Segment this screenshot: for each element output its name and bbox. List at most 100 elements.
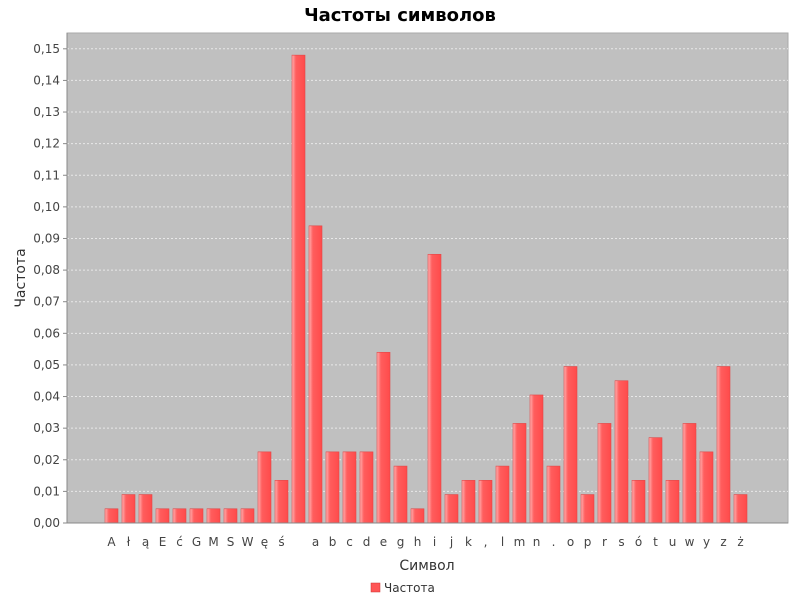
x-tick-label: c: [346, 535, 353, 549]
x-tick-label: a: [312, 535, 319, 549]
y-tick-label: 0,03: [33, 421, 60, 435]
x-tick-label: k: [465, 535, 472, 549]
bar: [716, 366, 731, 524]
x-tick-label: s: [618, 535, 624, 549]
x-tick-label: E: [159, 535, 167, 549]
x-tick-label: r: [602, 535, 607, 549]
bar: [733, 494, 748, 524]
y-tick-label: 0,05: [33, 358, 60, 372]
x-tick-label: .: [552, 535, 556, 549]
bar: [189, 508, 204, 524]
x-tick-label: g: [397, 535, 405, 549]
bar: [410, 508, 425, 524]
bar: [206, 508, 221, 524]
x-tick-label: ś: [278, 535, 284, 549]
bar: [393, 465, 408, 524]
x-tick-label: ę: [261, 535, 268, 549]
x-tick-label: h: [414, 535, 422, 549]
x-tick-label: ł: [127, 535, 131, 549]
x-tick-label: M: [208, 535, 218, 549]
x-tick-label: u: [669, 535, 677, 549]
x-tick-label: n: [533, 535, 541, 549]
bar: [682, 423, 697, 524]
y-tick-label: 0,07: [33, 295, 60, 309]
bar: [563, 366, 578, 524]
x-tick-label: ć: [176, 535, 183, 549]
bar: [495, 465, 510, 524]
x-tick-label: w: [685, 535, 695, 549]
bar: [121, 494, 136, 524]
bar: [699, 451, 714, 524]
x-tick-label: A: [107, 535, 116, 549]
bar: [359, 451, 374, 524]
y-axis: 0,00 0,01 0,02 0,03 0,04 0,05 0,06 0,07 0,08 0,09…: [33, 33, 68, 530]
bar: [172, 508, 187, 524]
y-tick-label: 0,09: [33, 231, 60, 245]
x-tick-label: d: [363, 535, 371, 549]
x-tick-label: ,: [484, 535, 488, 549]
y-tick-label: 0,02: [33, 453, 60, 467]
x-tick-label: m: [514, 535, 526, 549]
grid-lines: [67, 48, 788, 524]
y-tick-label: 0,13: [33, 105, 60, 119]
x-tick-label: W: [242, 535, 254, 549]
y-tick-label: 0,15: [33, 42, 60, 56]
bar: [138, 494, 153, 524]
y-tick-label: 0,14: [33, 73, 60, 87]
x-tick-label: j: [449, 535, 453, 549]
y-tick-label: 0,08: [33, 263, 60, 277]
x-tick-label: y: [703, 535, 710, 549]
x-tick-label: b: [329, 535, 337, 549]
legend-swatch: [370, 582, 381, 593]
legend-label: Частота: [384, 581, 435, 595]
x-tick-label: ż: [737, 535, 743, 549]
bar: [376, 351, 391, 524]
x-tick-label: S: [227, 535, 235, 549]
x-axis-label: Символ: [399, 558, 454, 574]
bar: [546, 465, 561, 524]
bar: [597, 423, 612, 524]
bar: [257, 451, 272, 524]
x-tick-label: ó: [635, 535, 642, 549]
chart-title: Частоты символов: [304, 5, 496, 26]
bar: [291, 54, 306, 524]
y-tick-label: 0,11: [33, 168, 60, 182]
y-axis-label: Частота: [13, 248, 29, 307]
y-tick-label: 0,00: [33, 516, 60, 530]
x-tick-label: ą: [142, 535, 149, 549]
bar: [614, 380, 629, 524]
y-tick-label: 0,10: [33, 200, 60, 214]
bar: [342, 451, 357, 524]
bar: [512, 423, 527, 524]
bar: [444, 494, 459, 524]
bar: [461, 480, 476, 524]
y-tick-label: 0,04: [33, 390, 60, 404]
bar: [631, 480, 646, 524]
bar: [478, 480, 493, 524]
legend: Частота: [370, 581, 435, 595]
x-tick-label: G: [192, 535, 201, 549]
x-tick-label: e: [380, 535, 387, 549]
x-tick-label: i: [433, 535, 436, 549]
bar: [308, 225, 323, 524]
y-tick-label: 0,12: [33, 137, 60, 151]
bar: [155, 508, 170, 524]
bar: [529, 394, 544, 524]
x-tick-label: p: [584, 535, 592, 549]
bar: [274, 480, 289, 524]
y-tick-label: 0,01: [33, 484, 60, 498]
x-tick-label: l: [501, 535, 504, 549]
y-tick-label: 0,06: [33, 326, 60, 340]
bar: [223, 508, 238, 524]
bar: [104, 508, 119, 524]
bar: [665, 480, 680, 524]
plot-area: [66, 32, 789, 524]
bar: [648, 437, 663, 524]
x-tick-label: z: [720, 535, 726, 549]
x-tick-label: o: [567, 535, 574, 549]
bar: [240, 508, 255, 524]
x-tick-label: t: [653, 535, 658, 549]
